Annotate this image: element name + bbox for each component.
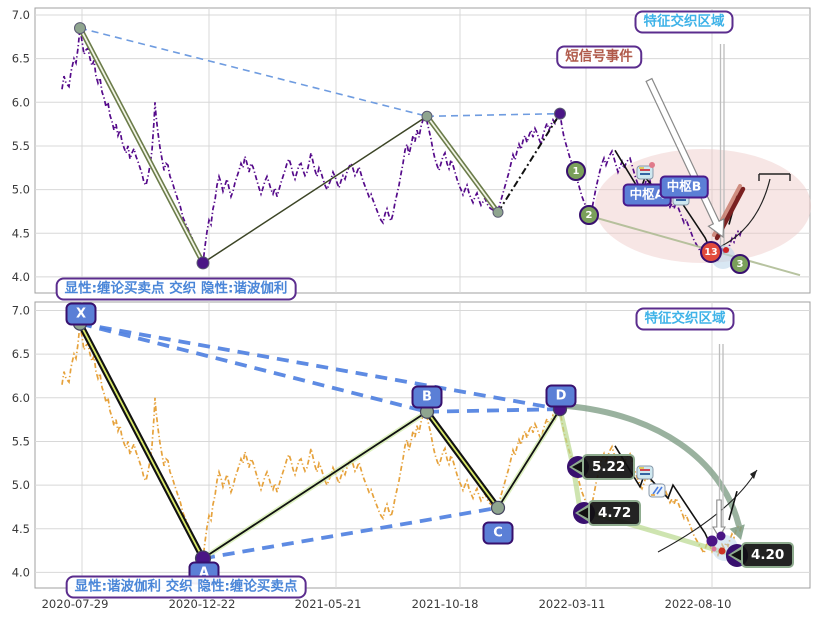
svg-text:5.0: 5.0: [12, 183, 30, 197]
vertex-dot-C: [492, 206, 504, 218]
harmonic-point-b-label: B: [411, 385, 443, 409]
vertex-dot-D: [554, 107, 566, 120]
price-tag-value: 4.20: [741, 542, 795, 568]
pivot-a-label: 中枢A: [622, 183, 672, 207]
svg-text:2021-05-21: 2021-05-21: [295, 597, 362, 611]
svg-text:6.5: 6.5: [12, 347, 30, 361]
svg-text:4.5: 4.5: [12, 226, 30, 240]
vertex-dot-A: [196, 256, 210, 270]
svg-text:6.0: 6.0: [12, 95, 30, 109]
svg-text:7.0: 7.0: [12, 8, 30, 22]
price-tag-value: 5.22: [582, 454, 636, 480]
harmonic-point-d-label: D: [545, 384, 577, 408]
buy-point-3-marker: 3: [730, 254, 750, 274]
svg-text:6.5: 6.5: [12, 52, 30, 66]
svg-text:4.5: 4.5: [12, 522, 30, 536]
svg-text:2020-07-29: 2020-07-29: [42, 597, 109, 611]
price-tag-value: 4.72: [588, 500, 642, 526]
legend-top-explicit-chanlun: 显性:缠论买卖点 交织 隐性:谐波伽利: [55, 277, 297, 301]
vertex-dot-C: [490, 500, 506, 515]
vertex-dot-B: [421, 110, 433, 122]
svg-text:5.0: 5.0: [12, 478, 30, 492]
left-arrow-icon: [572, 461, 583, 473]
price-line-top: [61, 27, 743, 265]
svg-text:2022-08-10: 2022-08-10: [665, 597, 732, 611]
buy-point-13-marker: 13: [700, 241, 722, 263]
left-arrow-icon: [578, 507, 589, 519]
legend-bottom-explicit-harmonic: 显性:谐波伽利 交织 隐性:缠论买卖点: [65, 575, 307, 599]
svg-text:2020-12-22: 2020-12-22: [169, 597, 236, 611]
top-panel-overlays: [61, 22, 811, 277]
svg-text:6.0: 6.0: [12, 391, 30, 405]
svg-text:7.0: 7.0: [12, 304, 30, 318]
feature-zone-label-top: 特征交织区域: [634, 10, 734, 34]
svg-text:2021-10-18: 2021-10-18: [412, 597, 479, 611]
buy-point-2-marker: 2: [579, 205, 599, 225]
svg-text:4.0: 4.0: [12, 565, 30, 579]
svg-text:5.5: 5.5: [12, 434, 30, 448]
svg-text:2022-03-11: 2022-03-11: [539, 597, 606, 611]
harmonic-point-x-label: X: [65, 302, 97, 326]
left-arrow-icon: [731, 549, 742, 561]
harmonic-point-c-label: C: [482, 521, 514, 545]
vertex-dot-X: [74, 22, 86, 35]
feature-zone-label-bottom: 特征交织区域: [635, 307, 735, 331]
short-signal-event-label: 短信号事件: [556, 45, 642, 69]
svg-text:4.0: 4.0: [12, 270, 30, 284]
pivot-b-label: 中枢B: [659, 175, 709, 199]
svg-text:5.5: 5.5: [12, 139, 30, 153]
buy-point-1-marker: 1: [566, 161, 586, 181]
